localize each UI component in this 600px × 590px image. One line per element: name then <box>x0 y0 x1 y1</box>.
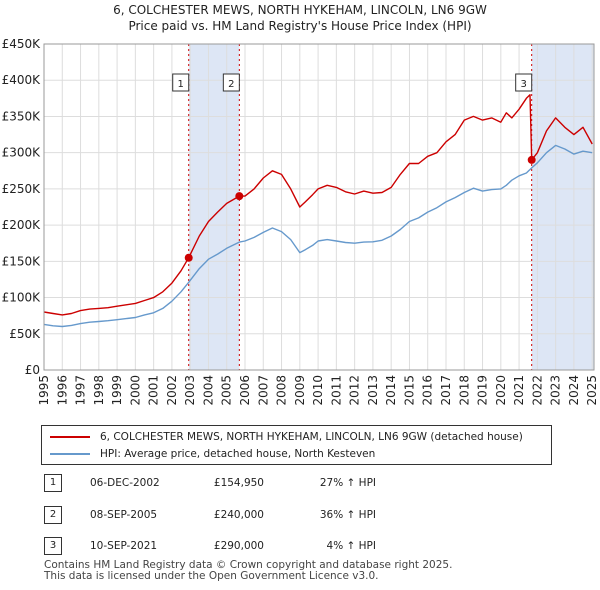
sale-hpi-change: 4% ↑ HPI <box>326 540 376 552</box>
x-tick-label: 2020 <box>494 375 508 406</box>
sale-number: 2 <box>44 506 62 524</box>
footer: Contains HM Land Registry data © Crown c… <box>44 560 452 582</box>
property-price-line <box>43 93 593 316</box>
sale-hpi-change: 27% ↑ HPI <box>319 477 376 489</box>
y-tick-label: £100K <box>2 291 42 305</box>
x-tick-labels: 1995 1996 1997 1998 1999 2000 2001 2002 2003 2004… <box>37 375 599 406</box>
sale-price: £240,000 <box>213 509 264 521</box>
sale-date: 10-SEP-2021 <box>90 540 158 552</box>
x-tick-label: 2019 <box>476 375 490 406</box>
legend-swatch-property <box>50 436 90 438</box>
x-tick-label: 2001 <box>147 375 161 406</box>
x-tick-label: 1996 <box>55 375 69 406</box>
footer-line1: Contains HM Land Registry data © Crown c… <box>44 559 453 571</box>
sale-number-box <box>172 73 190 92</box>
x-tick-label: 2000 <box>128 375 142 406</box>
sale-date: 08-SEP-2005 <box>90 509 158 521</box>
x-tick-label: 2015 <box>402 375 416 406</box>
legend-label-property: 6, COLCHESTER MEWS, NORTH HYKEHAM, LINCO… <box>100 431 523 443</box>
x-tick-label: 2011 <box>329 375 343 406</box>
legend-label-hpi: HPI: Average price, detached house, Nort… <box>100 448 376 460</box>
sale-number-boxes: 1 2 3 <box>43 43 595 371</box>
legend-item-hpi: HPI: Average price, detached house, Nort… <box>50 446 375 462</box>
y-tick-label: £50K <box>9 327 41 341</box>
x-tick-label: 2021 <box>512 375 526 406</box>
chart-title-line1: 6, COLCHESTER MEWS, NORTH HYKEHAM, LINCO… <box>113 3 487 17</box>
x-tick-label: 2008 <box>275 375 289 406</box>
sale-points <box>184 155 536 262</box>
y-tick-label: £250K <box>2 182 42 196</box>
shaded-regions <box>44 44 594 370</box>
x-tick-label: 2025 <box>585 375 599 406</box>
plot-border <box>43 43 595 371</box>
x-tick-label: 2006 <box>238 375 252 406</box>
y-tick-label: £350K <box>2 109 42 123</box>
y-tick-label: £200K <box>2 218 42 232</box>
x-tick-label: 2014 <box>384 375 398 406</box>
series-lines <box>43 93 593 328</box>
sale-number-box <box>515 73 533 92</box>
x-tick-label: 2005 <box>220 375 234 406</box>
x-tick-label: 1998 <box>92 375 106 406</box>
legend-swatch-hpi <box>50 453 90 455</box>
plot-background <box>44 44 594 370</box>
x-tick-label: 2012 <box>348 375 362 406</box>
chart-title: 6, COLCHESTER MEWS, NORTH HYKEHAM, LINCO… <box>0 2 600 34</box>
sale-number: 1 <box>44 474 62 492</box>
y-tick-label: £450K <box>2 37 42 51</box>
x-tick-label: 2003 <box>183 375 197 406</box>
price-chart: 1995 1996 1997 1998 1999 2000 2001 2002 2003 2004… <box>2 37 600 406</box>
sale-point <box>235 192 244 201</box>
y-tick-labels: £0 £50K £100K £150K £200K £250K £300K £350K £400… <box>2 37 42 377</box>
y-tick-label: £300K <box>2 146 42 160</box>
x-tick-label: 2024 <box>567 375 581 406</box>
x-tick-label: 2009 <box>293 375 307 406</box>
sale-hpi-change: 36% ↑ HPI <box>319 509 376 521</box>
x-tick-label: 2004 <box>201 375 215 406</box>
sale-point <box>527 155 536 164</box>
x-tick-label: 2022 <box>530 375 544 406</box>
x-tick-label: 2002 <box>165 375 179 406</box>
y-tick-label: £150K <box>2 254 42 268</box>
x-tick-label: 2010 <box>311 375 325 406</box>
x-tick-label: 1999 <box>110 375 124 406</box>
y-tick-label: £0 <box>25 363 40 377</box>
shaded-region-2 <box>531 44 594 370</box>
sale-price: £290,000 <box>213 540 264 552</box>
sale-number-box-label: 3 <box>521 79 527 90</box>
y-tick-label: £400K <box>2 73 42 87</box>
legend-item-property: 6, COLCHESTER MEWS, NORTH HYKEHAM, LINCO… <box>50 429 523 445</box>
x-tick-label: 2018 <box>457 375 471 406</box>
sale-date: 06-DEC-2002 <box>90 477 160 489</box>
x-tick-label: 2013 <box>366 375 380 406</box>
x-tick-label: 2016 <box>421 375 435 406</box>
x-tick-label: 1997 <box>74 375 88 406</box>
x-tick-label: 2023 <box>549 375 563 406</box>
sale-marker-lines <box>188 44 533 370</box>
chart-title-line2: Price paid vs. HM Land Registry's House … <box>128 19 472 33</box>
sale-price: £154,950 <box>213 477 264 489</box>
x-tick-label: 1995 <box>37 375 51 406</box>
sale-number-box-label: 1 <box>178 79 184 90</box>
sale-number-box-label: 2 <box>228 79 234 90</box>
shaded-region-1 <box>188 44 240 370</box>
x-tick-label: 2017 <box>439 375 453 406</box>
hpi-line <box>43 144 593 328</box>
sale-number: 3 <box>44 537 62 555</box>
x-tick-label: 2007 <box>256 375 270 406</box>
legend: 6, COLCHESTER MEWS, NORTH HYKEHAM, LINCO… <box>41 425 552 465</box>
footer-line2: This data is licensed under the Open Gov… <box>44 570 379 582</box>
sale-number-box <box>222 73 240 92</box>
sale-point <box>184 253 193 262</box>
